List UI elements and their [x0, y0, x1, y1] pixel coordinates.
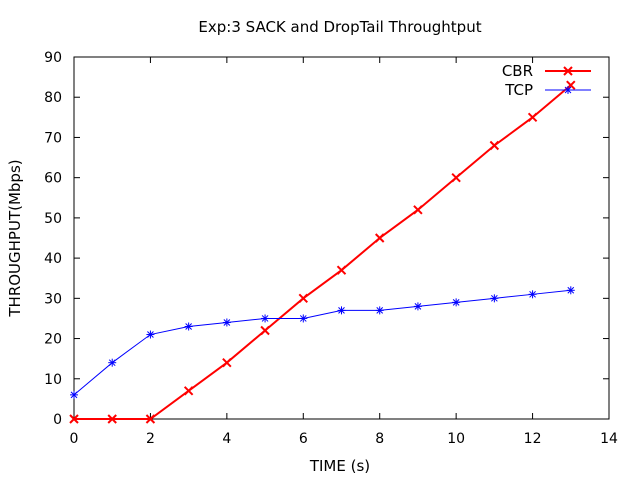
legend-marker-cbr [563, 66, 573, 76]
y-tick-label: 20 [44, 332, 62, 348]
data-point-tcp [413, 302, 422, 311]
data-point-tcp [528, 290, 537, 299]
data-point-tcp [184, 322, 193, 331]
x-tick-label: 2 [146, 431, 155, 447]
legend-marker-tcp [564, 86, 572, 94]
data-point-tcp [261, 314, 270, 323]
plot-frame [73, 56, 610, 420]
data-point-cbr [298, 293, 308, 304]
data-point-cbr [183, 386, 194, 396]
data-point-tcp [490, 294, 499, 303]
data-point-tcp [70, 390, 78, 399]
series-line-tcp [73, 289, 571, 396]
data-point-cbr [413, 205, 423, 215]
y-tick-label: 80 [44, 90, 62, 106]
x-tick-label: 14 [600, 431, 618, 447]
x-tick-label: 8 [375, 431, 384, 447]
series-line-cbr [74, 84, 572, 420]
y-tick-label: 30 [44, 291, 62, 307]
legend-label-tcp: TCP [504, 81, 533, 99]
legend-label-cbr: CBR [502, 62, 533, 80]
y-tick-label: 90 [44, 50, 62, 66]
chart-title: Exp:3 SACK and DropTail Throughtput [198, 18, 481, 36]
x-axis-label: TIME (s) [309, 457, 370, 475]
data-point-tcp [337, 306, 346, 315]
y-tick-label: 40 [44, 251, 62, 267]
data-point-cbr [451, 172, 461, 183]
data-point-tcp [146, 330, 155, 339]
x-tick-label: 12 [524, 431, 542, 447]
y-axis-label: THROUGHPUT(Mbps) [6, 159, 24, 317]
y-tick-label: 0 [53, 412, 62, 428]
data-point-tcp [375, 306, 384, 315]
data-point-cbr [489, 140, 500, 151]
y-tick-label: 60 [44, 171, 62, 187]
x-tick-label: 4 [222, 431, 231, 447]
data-point-cbr [222, 357, 232, 368]
data-point-cbr [69, 414, 79, 424]
y-tick-label: 10 [44, 372, 62, 388]
x-tick-label: 0 [70, 431, 79, 447]
data-point-tcp [299, 314, 308, 323]
y-tick-label: 70 [44, 130, 62, 146]
data-point-tcp [452, 298, 461, 307]
data-point-cbr [336, 265, 347, 275]
data-point-cbr [107, 414, 117, 424]
data-point-tcp [108, 358, 117, 367]
data-point-cbr [375, 233, 385, 243]
data-point-tcp [566, 286, 575, 295]
y-tick-label: 50 [44, 211, 62, 227]
data-point-cbr [527, 112, 538, 123]
x-tick-label: 6 [299, 431, 308, 447]
data-point-cbr [260, 325, 270, 336]
data-point-cbr [145, 414, 156, 424]
x-tick-label: 10 [447, 431, 465, 447]
data-point-tcp [222, 318, 231, 327]
